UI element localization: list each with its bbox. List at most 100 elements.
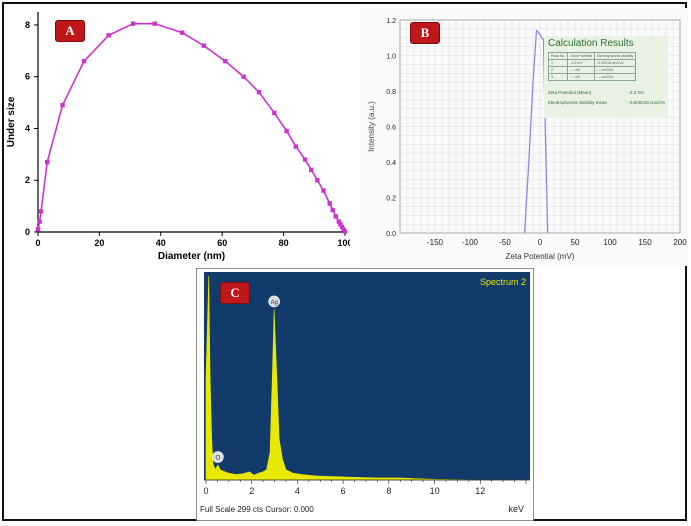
- data-point: [333, 214, 338, 219]
- data-point: [330, 207, 335, 213]
- data-point: [321, 188, 326, 193]
- calc-title: Calculation Results: [548, 38, 634, 49]
- spectrum-trace: [205, 275, 526, 481]
- x-tick-label: 6: [341, 486, 346, 496]
- y-tick-label: 0.4: [386, 160, 396, 167]
- panel-a-badge: A: [55, 20, 85, 42]
- x-tick-label: 0: [538, 238, 543, 247]
- calc-cell: 1: [547, 59, 569, 67]
- mobility-label: Electrophoretic Mobility mean: [548, 100, 608, 105]
- calc-header: Peak No.: [547, 52, 569, 60]
- x-tick-label: 100: [603, 238, 617, 247]
- spectrum-title: Spectrum 2: [480, 277, 526, 287]
- zeta-mean-row: Zeta Potential (Mean) : -2.3 mV: [548, 90, 644, 95]
- y-tick-label: 0.6: [386, 125, 396, 132]
- peak-marker: [268, 295, 280, 308]
- y-tick-label: 2: [25, 175, 30, 185]
- data-point: [241, 74, 246, 79]
- x-tick-label: 2: [249, 486, 254, 496]
- panel-a: 0 20 40 60 80 100 0 2 4 6 8 Diameter (nm) Under size…: [0, 0, 353, 265]
- y-tick-label: 8: [25, 20, 30, 30]
- y-tick-label: 0.8: [386, 89, 396, 96]
- y-tick-label: 1.0: [386, 54, 396, 61]
- data-point: [81, 58, 87, 64]
- calc-cell: --- cm2/Vs: [594, 73, 637, 81]
- calc-cell: 3: [547, 73, 569, 81]
- y-tick-label: 0: [25, 227, 30, 237]
- x-axis-label: Zeta Potential (mV): [506, 252, 575, 261]
- data-point: [180, 30, 185, 35]
- data-point: [223, 58, 228, 64]
- data-point: [309, 167, 314, 173]
- y-axis-label: Under size: [6, 96, 17, 147]
- data-point: [106, 33, 111, 38]
- x-tick-label: -100: [462, 238, 479, 247]
- calc-cell: -0.00018 cm2/Vs: [594, 59, 637, 67]
- panel-c-badge: C: [220, 282, 250, 304]
- calc-header: Electrophoretic Mobility: [594, 52, 637, 60]
- data-point: [272, 110, 277, 116]
- x-axis-label: keV: [508, 504, 524, 514]
- x-tick-label: 12: [475, 486, 485, 496]
- calc-cell: --- mV: [567, 66, 596, 74]
- y-tick-label: 6: [25, 72, 30, 82]
- x-tick-label: -150: [427, 238, 444, 247]
- chart-a: 0 20 40 60 80 100 0 2 4 6 8 Diameter (nm) Under size: [6, 12, 353, 262]
- data-point: [338, 222, 343, 227]
- data-point: [315, 178, 320, 183]
- data-point: [302, 157, 308, 162]
- y-tick-label: 0.0: [386, 231, 396, 238]
- calc-header: Zeta Potential: [567, 52, 596, 60]
- data-point: [38, 209, 44, 214]
- y-tick-label: 0.2: [386, 196, 396, 203]
- data-point: [37, 219, 42, 224]
- data-point: [284, 128, 289, 134]
- data-point: [327, 201, 332, 206]
- calculation-results-box: Calculation Results Peak No. Zeta Potent…: [544, 36, 668, 118]
- x-tick-label: 8: [386, 486, 391, 496]
- data-point: [201, 43, 206, 48]
- x-tick-label: 0: [35, 238, 40, 248]
- calc-cell: 2: [547, 66, 569, 74]
- x-tick-label: 20: [94, 238, 104, 248]
- panel-c: Spectrum 2 O Ag 0 2 4 6 8 10 12 keV Full Scale 299 …: [195, 267, 535, 522]
- data-point: [336, 219, 342, 224]
- x-tick-label: 100: [337, 238, 350, 248]
- edx-plot-area: [204, 272, 530, 480]
- data-point: [342, 229, 348, 234]
- y-tick-label: 1.2: [386, 18, 396, 25]
- x-axis-label: Diameter (nm): [158, 251, 225, 262]
- x-tick-label: 0: [203, 486, 208, 496]
- data-point: [339, 224, 345, 230]
- chart-c: Spectrum 2 O Ag 0 2 4 6 8 10 12 keV Full Scale 299 …: [195, 267, 535, 522]
- data-point: [45, 159, 50, 165]
- x-tick-label: -50: [499, 238, 511, 247]
- size-curve: [37, 22, 346, 232]
- calc-cell: -2.3 mV: [567, 59, 596, 67]
- peak-label: Ag: [270, 300, 277, 306]
- x-tick-label: 4: [295, 486, 300, 496]
- data-point: [152, 21, 157, 26]
- panel-b-badge: B: [410, 22, 440, 44]
- calc-cell: --- cm2/Vs: [594, 66, 637, 74]
- data-point: [35, 227, 41, 232]
- x-tick-label: 200: [673, 238, 687, 247]
- x-tick-label: 50: [571, 238, 580, 247]
- peak-marker: [212, 451, 224, 463]
- calc-table: Peak No. Zeta Potential Electrophoretic …: [547, 52, 637, 81]
- x-tick-label: 60: [217, 238, 227, 248]
- x-tick-label: 40: [156, 238, 166, 248]
- mobility-value: : -0.000018 cm2/Vs: [626, 100, 666, 105]
- x-tick-label: 80: [279, 238, 289, 248]
- zeta-mean-value: : -2.3 mV: [626, 90, 645, 95]
- y-axis-label: Intensity (a.u.): [367, 101, 376, 152]
- spectrum-footer: Full Scale 299 cts Cursor: 0.000: [200, 505, 314, 514]
- data-point: [130, 21, 136, 26]
- data-point: [293, 144, 299, 149]
- data-point: [60, 102, 65, 108]
- peak-label: O: [216, 455, 221, 461]
- plot-border: [399, 19, 681, 234]
- mobility-row: Electrophoretic Mobility mean : -0.00001…: [548, 100, 665, 105]
- calc-cell: --- mV: [567, 73, 596, 81]
- data-point: [256, 90, 262, 95]
